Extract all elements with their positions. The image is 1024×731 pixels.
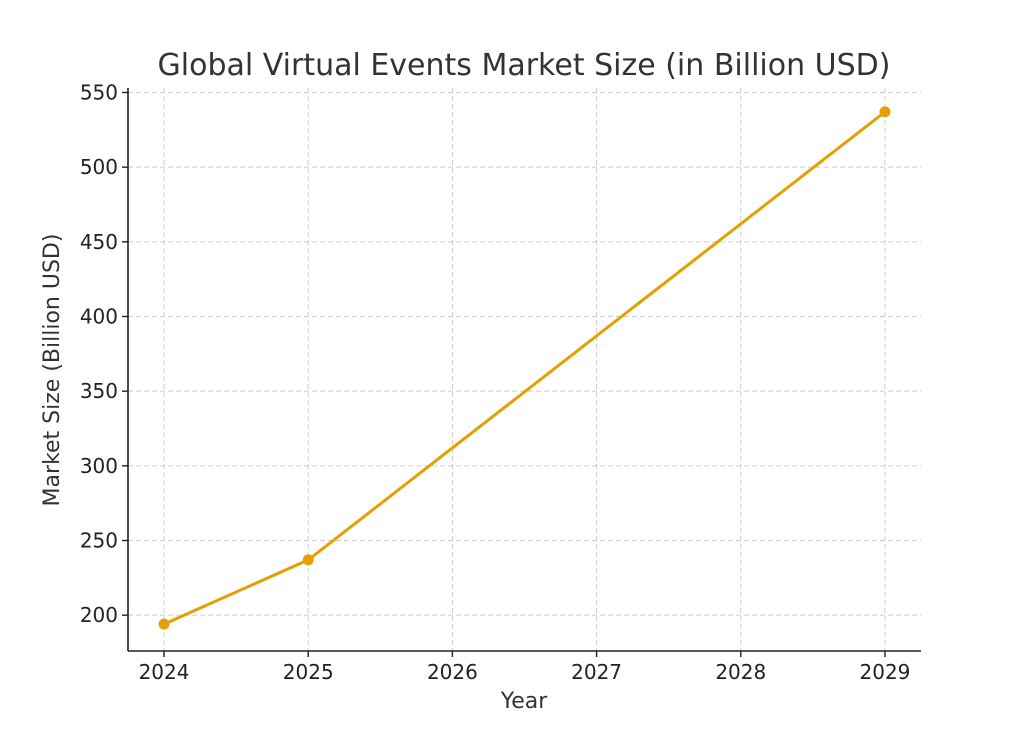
series [158, 106, 891, 630]
data-point-2024 [158, 618, 170, 630]
x-axis-label: Year [500, 689, 549, 714]
data-point-2025 [302, 554, 314, 566]
series-line [162, 110, 887, 626]
x-tick-label: 2026 [427, 660, 478, 684]
y-tick-label: 350 [80, 379, 118, 403]
y-tick-label: 550 [80, 80, 118, 104]
axes [127, 88, 921, 652]
x-tick-label: 2029 [860, 660, 911, 684]
x-tick-label: 2024 [139, 660, 190, 684]
y-axis-label: Market Size (Billion USD) [40, 234, 65, 507]
ticks: 2024 2025 2026 2027 2028 2029 200 250 300 350 400 4… [80, 80, 911, 684]
y-tick-label: 250 [80, 528, 118, 552]
y-tick-label: 300 [80, 454, 118, 478]
y-tick-label: 450 [80, 230, 118, 254]
y-tick-label: 500 [80, 155, 118, 179]
grid [128, 88, 921, 651]
x-tick-label: 2027 [571, 660, 622, 684]
x-tick-label: 2025 [283, 660, 334, 684]
data-point-2029 [879, 106, 891, 118]
chart-title: Global Virtual Events Market Size (in Bi… [158, 48, 891, 83]
y-tick-label: 200 [80, 603, 118, 627]
x-tick-label: 2028 [715, 660, 766, 684]
y-tick-label: 400 [80, 304, 118, 328]
